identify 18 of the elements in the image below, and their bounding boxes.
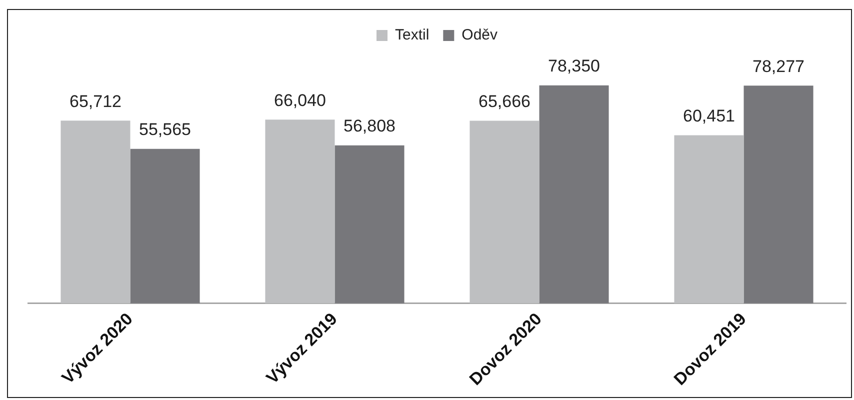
data-label: 78,350 bbox=[548, 56, 600, 76]
data-label: 56,808 bbox=[344, 116, 396, 136]
bar bbox=[674, 135, 744, 304]
data-label: 78,277 bbox=[752, 56, 805, 76]
data-label: 65,712 bbox=[69, 92, 122, 111]
bar bbox=[60, 120, 130, 304]
legend-label: Oděv bbox=[462, 26, 498, 44]
data-label: 65,666 bbox=[478, 92, 530, 111]
bar bbox=[470, 120, 540, 304]
data-label: 66,040 bbox=[274, 90, 326, 110]
legend-label: Textil bbox=[394, 26, 430, 44]
bar bbox=[539, 85, 609, 304]
data-label: 55,565 bbox=[139, 120, 192, 140]
bar bbox=[334, 145, 404, 304]
data-label: 60,451 bbox=[682, 106, 735, 126]
bar bbox=[744, 86, 814, 304]
bar bbox=[265, 120, 335, 304]
bar bbox=[130, 148, 200, 304]
